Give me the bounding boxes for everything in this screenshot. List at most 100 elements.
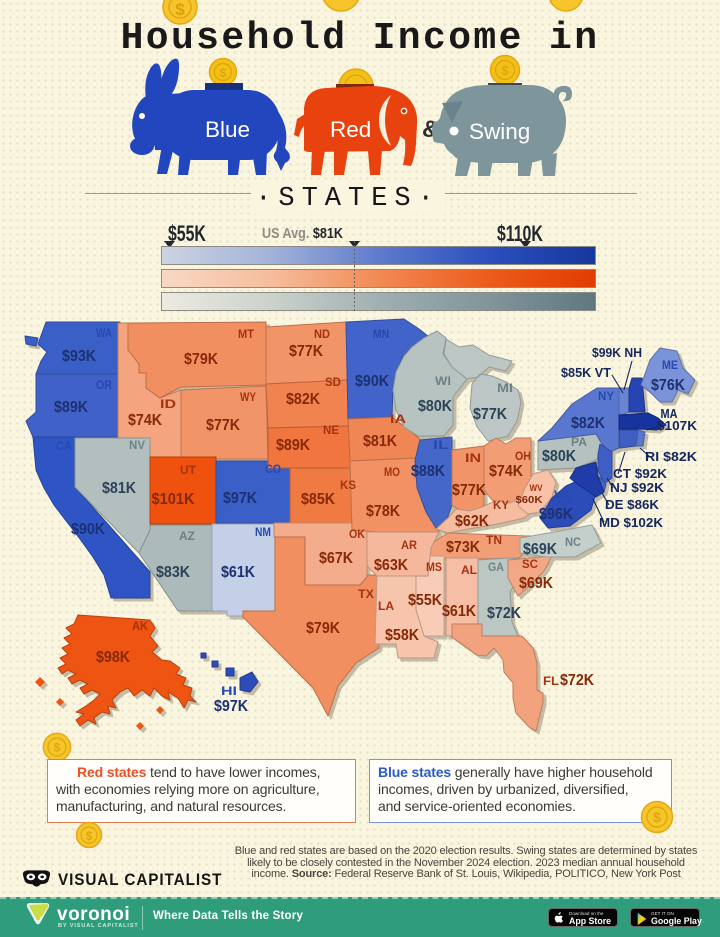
svg-text:UT: UT [180, 463, 197, 477]
svg-text:$97K: $97K [223, 490, 258, 507]
svg-text:$: $ [653, 809, 661, 825]
svg-text:HI: HI [221, 684, 237, 698]
svg-text:TX: TX [358, 587, 374, 601]
svg-text:RI $82K: RI $82K [645, 450, 697, 464]
svg-text:$60K: $60K [516, 494, 543, 506]
svg-text:$69K: $69K [523, 541, 558, 558]
svg-text:CT $92K: CT $92K [613, 467, 667, 481]
svg-text:$55K: $55K [408, 592, 443, 609]
svg-text:$72K: $72K [560, 672, 595, 689]
svg-text:$89K: $89K [54, 399, 89, 416]
svg-text:$: $ [501, 63, 509, 78]
svg-text:$72K: $72K [487, 605, 522, 622]
svg-text:KY: KY [493, 498, 509, 512]
svg-text:AR: AR [401, 538, 417, 552]
svg-text:$88K: $88K [411, 463, 446, 480]
svg-text:$82K: $82K [571, 415, 606, 432]
svg-text:NV: NV [129, 438, 145, 452]
svg-text:NJ $92K: NJ $92K [610, 481, 664, 495]
svg-text:FL: FL [543, 674, 559, 688]
svg-text:ID: ID [160, 397, 176, 411]
svg-text:AZ: AZ [179, 529, 195, 543]
svg-text:$77K: $77K [473, 406, 508, 423]
svg-text:CA: CA [56, 439, 72, 453]
svg-text:$82K: $82K [286, 391, 321, 408]
svg-text:$58K: $58K [385, 627, 420, 644]
svg-text:AL: AL [461, 563, 477, 577]
svg-text:VA: VA [554, 488, 570, 502]
svg-text:$76K: $76K [651, 377, 686, 394]
svg-text:$78K: $78K [366, 503, 401, 520]
svg-text:TN: TN [486, 533, 502, 547]
svg-text:$77K: $77K [206, 417, 241, 434]
svg-text:DE $86K: DE $86K [605, 498, 659, 512]
svg-text:Red: Red [330, 117, 371, 142]
svg-text:$74K: $74K [128, 412, 163, 429]
svg-text:NM: NM [255, 525, 271, 539]
svg-text:$: $ [54, 741, 61, 755]
svg-text:$61K: $61K [221, 564, 256, 581]
svg-text:$81K: $81K [102, 480, 137, 497]
svg-text:NY: NY [598, 389, 614, 403]
svg-text:$73K: $73K [446, 539, 481, 556]
svg-text:MI: MI [497, 381, 513, 395]
svg-text:MT: MT [238, 327, 255, 341]
svg-text:OH: OH [515, 449, 531, 463]
svg-text:$85K VT: $85K VT [561, 366, 611, 380]
svg-text:MN: MN [373, 327, 389, 341]
svg-text:$69K: $69K [519, 575, 554, 592]
svg-text:$81K: $81K [363, 433, 398, 450]
svg-text:ME: ME [662, 358, 678, 372]
svg-text:IN: IN [465, 451, 481, 465]
svg-text:KS: KS [340, 478, 356, 492]
svg-text:IA: IA [390, 412, 406, 426]
svg-text:$77K: $77K [452, 482, 487, 499]
svg-text:WA: WA [96, 326, 112, 340]
svg-text:GA: GA [488, 560, 504, 574]
svg-text:SD: SD [325, 375, 341, 389]
svg-text:$77K: $77K [289, 343, 324, 360]
svg-text:$67K: $67K [319, 550, 354, 567]
svg-text:$63K: $63K [374, 557, 409, 574]
svg-text:MS: MS [426, 560, 442, 574]
svg-text:MO: MO [384, 465, 400, 479]
svg-text:$90K: $90K [355, 373, 390, 390]
svg-text:$79K: $79K [306, 620, 341, 637]
svg-text:$62K: $62K [455, 513, 490, 530]
svg-text:CO: CO [265, 462, 281, 476]
svg-text:$61K: $61K [442, 603, 477, 620]
svg-text:$: $ [220, 66, 227, 80]
svg-text:MD $102K: MD $102K [599, 516, 663, 530]
svg-text:$96K: $96K [539, 506, 574, 523]
svg-text:IL: IL [433, 438, 449, 452]
svg-text:$: $ [86, 829, 93, 843]
svg-text:$74K: $74K [489, 463, 524, 480]
svg-text:SC: SC [522, 557, 538, 571]
svg-text:$97K: $97K [214, 698, 249, 715]
svg-text:OR: OR [96, 378, 112, 392]
svg-text:PA: PA [571, 435, 587, 449]
svg-text:NC: NC [565, 535, 581, 549]
svg-text:AK: AK [132, 619, 148, 633]
svg-text:WY: WY [240, 390, 256, 404]
svg-text:$107K: $107K [657, 419, 697, 433]
svg-text:OK: OK [349, 527, 365, 541]
svg-text:NE: NE [323, 423, 339, 437]
svg-text:$89K: $89K [276, 437, 311, 454]
svg-text:$93K: $93K [62, 348, 97, 365]
svg-text:WV: WV [530, 483, 544, 494]
svg-text:Swing: Swing [469, 119, 530, 144]
svg-text:MA: MA [661, 407, 678, 421]
svg-text:ND: ND [314, 327, 330, 341]
svg-text:LA: LA [378, 599, 394, 613]
svg-text:WI: WI [435, 374, 451, 388]
svg-text:$: $ [175, 0, 185, 19]
svg-text:$80K: $80K [542, 448, 577, 465]
svg-text:$83K: $83K [156, 564, 191, 581]
svg-text:$79K: $79K [184, 351, 219, 368]
svg-text:$98K: $98K [96, 649, 131, 666]
svg-text:$101K: $101K [152, 491, 196, 508]
svg-text:Blue: Blue [205, 117, 250, 142]
svg-text:$85K: $85K [301, 491, 336, 508]
svg-text:$99K NH: $99K NH [592, 346, 642, 360]
